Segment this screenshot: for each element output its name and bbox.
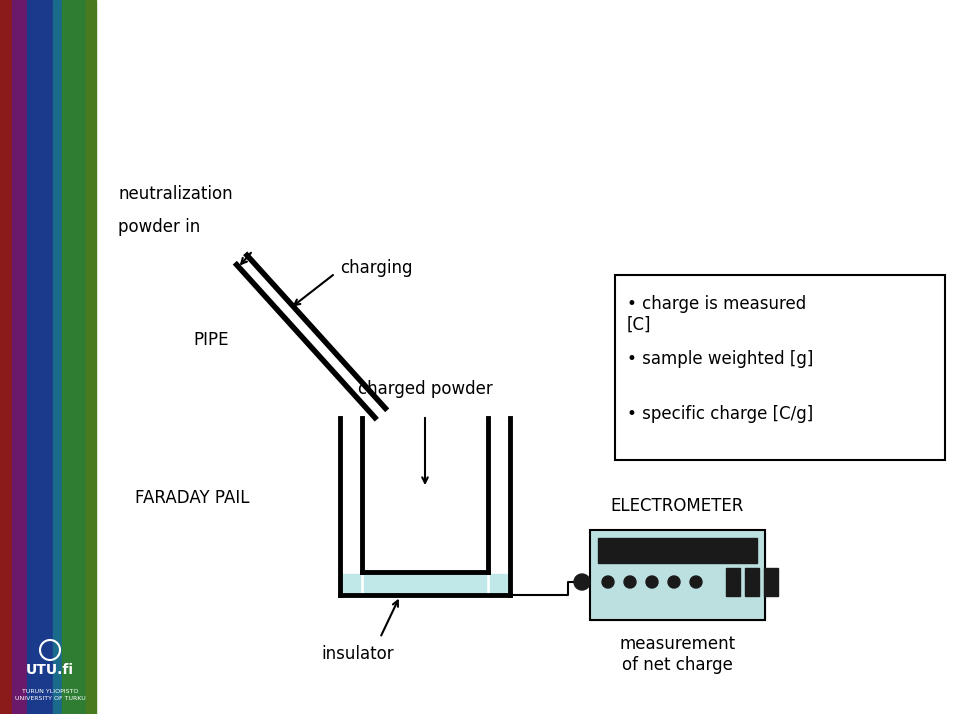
Text: • specific charge [C/g]: • specific charge [C/g] [627, 405, 813, 423]
Text: charging: charging [340, 259, 413, 277]
Bar [598, 538, 757, 563]
Bar [745, 568, 759, 596]
Circle shape [646, 576, 658, 588]
Bar [364, 574, 487, 593]
Text: ELECTROMETER: ELECTROMETER [611, 497, 744, 515]
Circle shape [574, 574, 590, 590]
Bar [726, 568, 740, 596]
Text: • sample weighted [g]: • sample weighted [g] [627, 350, 813, 368]
Bar [490, 574, 508, 593]
Bar [342, 574, 360, 593]
Text: • charge is measured
[C]: • charge is measured [C] [627, 295, 806, 334]
Circle shape [668, 576, 680, 588]
Circle shape [624, 576, 636, 588]
Text: charged powder: charged powder [358, 380, 492, 398]
Text: neutralization: neutralization [118, 185, 232, 203]
Text: PIPE: PIPE [193, 331, 228, 349]
Circle shape [690, 576, 702, 588]
Text: FARADAY PAIL: FARADAY PAIL [135, 489, 250, 507]
Bar [590, 530, 765, 620]
Text: measurement
of net charge: measurement of net charge [619, 635, 735, 674]
Bar [53, 0, 62, 714]
Bar [0, 0, 12, 714]
Bar [86, 0, 96, 714]
Bar [27, 0, 53, 714]
Circle shape [602, 576, 614, 588]
Text: UTU.fi: UTU.fi [26, 663, 74, 677]
Bar [12, 0, 27, 714]
Bar [615, 275, 945, 460]
Text: insulator: insulator [322, 645, 395, 663]
Bar [62, 0, 86, 714]
Bar [590, 530, 765, 620]
Text: TURUN YLIOPISTO
UNIVERSITY OF TURKU: TURUN YLIOPISTO UNIVERSITY OF TURKU [14, 689, 85, 701]
Text: powder in: powder in [118, 218, 201, 236]
Bar [764, 568, 778, 596]
